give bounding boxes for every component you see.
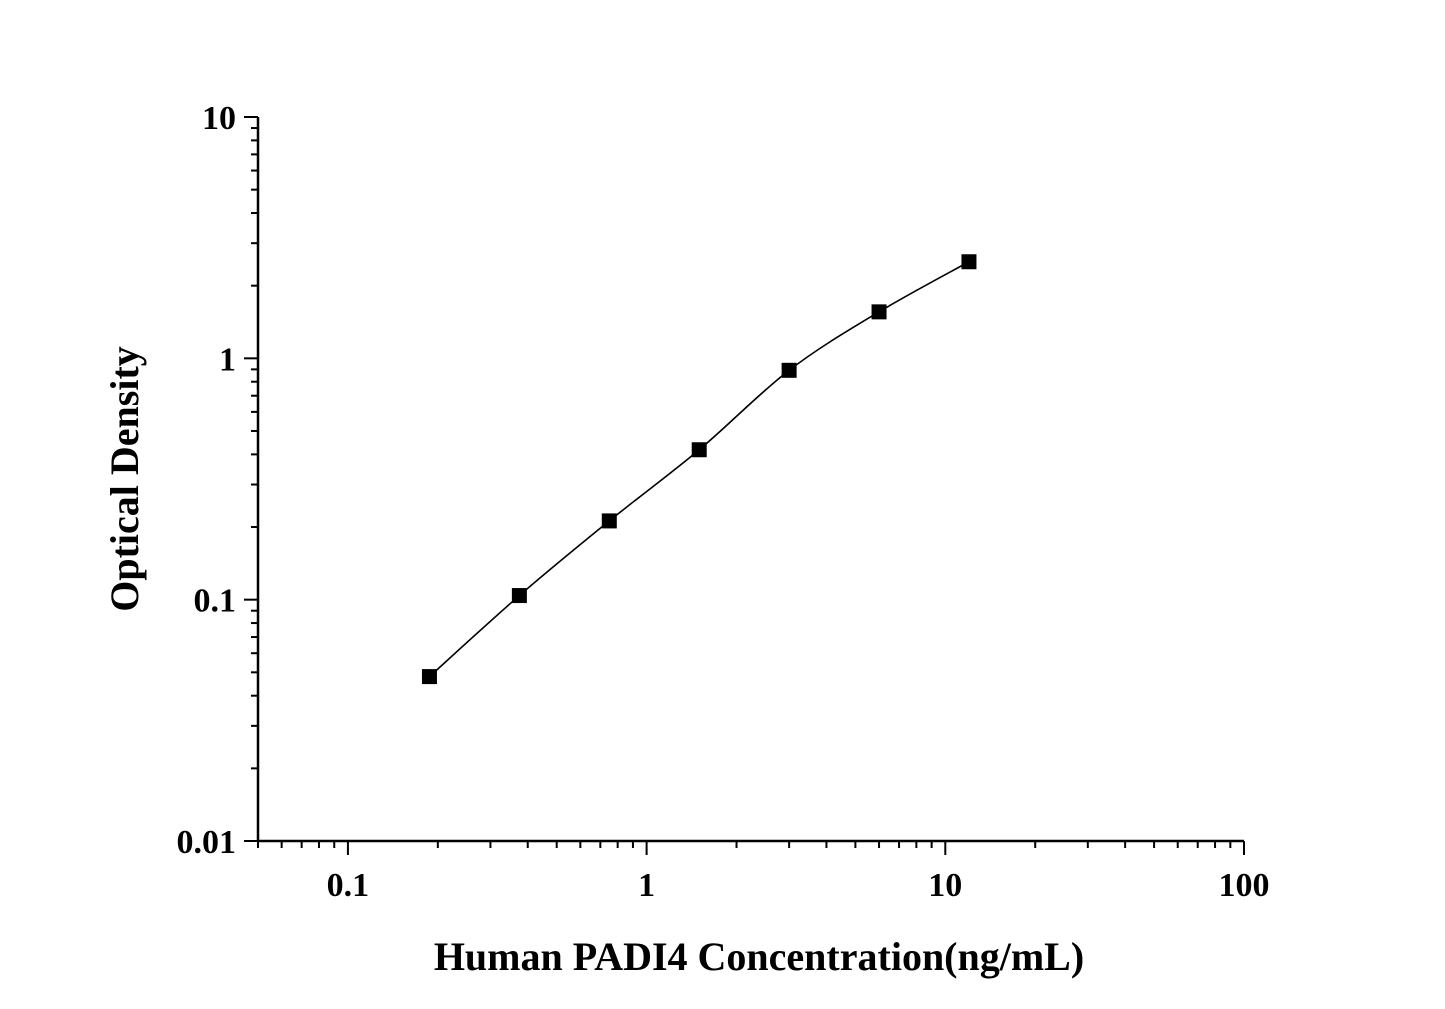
axes <box>256 117 1244 843</box>
series-line <box>428 261 970 678</box>
y-tick-label: 1 <box>219 341 236 378</box>
ticks: 0.1 1 10 100 0.01 0.1 1 10 <box>177 100 1270 904</box>
x-tick-label: 1 <box>638 867 655 904</box>
data-point <box>781 362 797 378</box>
data-point <box>691 442 707 458</box>
x-tick-label: 0.1 <box>327 867 370 904</box>
y-axis-title: Optical Density <box>102 346 147 612</box>
data-point <box>961 254 977 270</box>
data-point <box>421 669 437 685</box>
y-tick-label: 0.1 <box>194 583 237 620</box>
x-axis-title: Human PADI4 Concentration(ng/mL) <box>434 934 1084 979</box>
data-point <box>511 588 527 604</box>
series <box>421 254 977 685</box>
data-point <box>601 513 617 529</box>
y-tick-label: 0.01 <box>177 824 237 861</box>
y-tick-label: 10 <box>202 100 236 137</box>
data-point <box>871 304 887 320</box>
x-tick-label: 10 <box>928 867 962 904</box>
x-tick-label: 100 <box>1219 867 1270 904</box>
